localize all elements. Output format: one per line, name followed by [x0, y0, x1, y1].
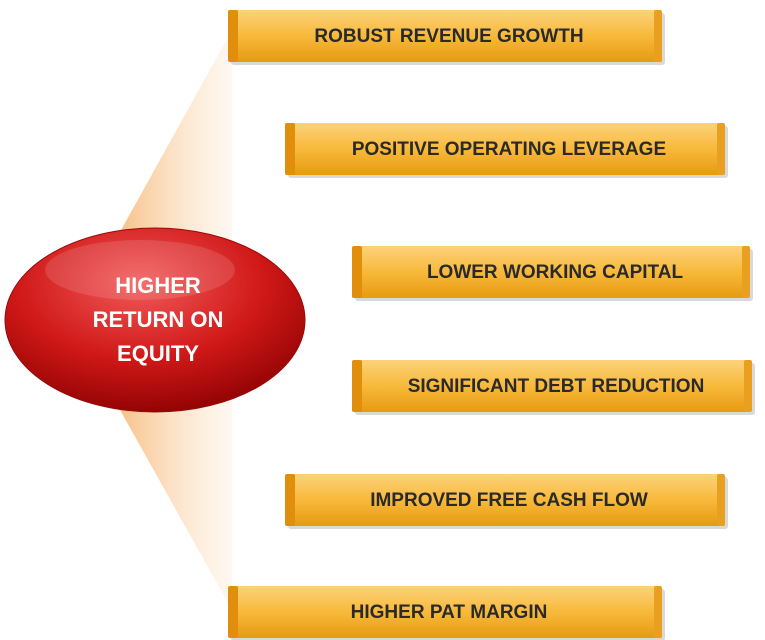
item-tab: [352, 246, 362, 298]
center-line: EQUITY: [117, 341, 199, 366]
item-end: [744, 360, 752, 412]
center-line: RETURN ON: [93, 307, 224, 332]
items: ROBUST REVENUE GROWTH POSITIVE OPERATING …: [228, 10, 755, 640]
item-label: HIGHER PAT MARGIN: [351, 602, 548, 623]
item-box: [352, 360, 752, 412]
center-line: HIGHER: [115, 273, 201, 298]
item-end: [717, 474, 725, 526]
item-label: POSITIVE OPERATING LEVERAGE: [352, 139, 666, 160]
item-box: [285, 474, 725, 526]
item-label: ROBUST REVENUE GROWTH: [314, 26, 583, 47]
item-box: [228, 10, 662, 62]
item-end: [742, 246, 750, 298]
item-label: IMPROVED FREE CASH FLOW: [370, 490, 648, 511]
item-tab: [285, 474, 295, 526]
center-label: HIGHER RETURN ON EQUITY: [93, 273, 224, 366]
item-end: [654, 10, 662, 62]
center-ellipse: [4, 227, 306, 413]
item-end: [717, 123, 725, 175]
item-label: LOWER WORKING CAPITAL: [427, 262, 684, 283]
item-box: [352, 246, 750, 298]
item-box: [285, 123, 725, 175]
item-end: [654, 586, 662, 638]
item-tab: [285, 123, 295, 175]
item-tab: [352, 360, 362, 412]
item-tab: [228, 586, 238, 638]
item-label: SIGNIFICANT DEBT REDUCTION: [408, 376, 705, 397]
item-box: [228, 586, 662, 638]
highlight: [45, 240, 235, 300]
item-tab: [228, 10, 238, 62]
